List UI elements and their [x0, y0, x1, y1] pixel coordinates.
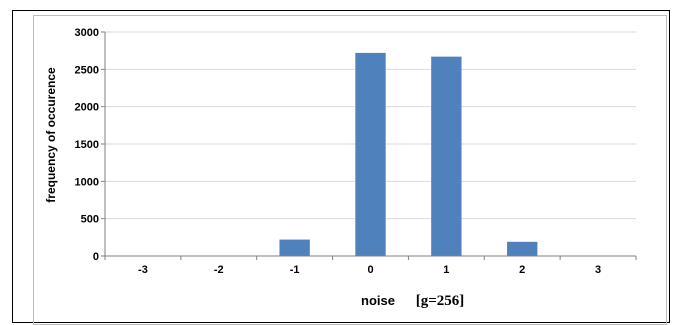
bar-0: [355, 52, 386, 257]
bar--1: [279, 239, 310, 256]
y-tick-label: 2000: [75, 102, 99, 114]
y-tick-label: 1000: [75, 176, 99, 188]
chart-frame: [12, 10, 670, 323]
x-axis-label: noise: [361, 293, 395, 308]
y-tick-label: 0: [93, 251, 99, 263]
x-tick-label: -3: [138, 264, 148, 276]
x-tick-label: 0: [367, 264, 373, 276]
x-tick-label: 3: [595, 264, 601, 276]
y-axis-label: frequency of occurence: [44, 67, 58, 203]
x-tick-label: 2: [519, 264, 525, 276]
x-tick-label: -2: [214, 264, 224, 276]
bar-2: [507, 241, 538, 256]
x-tick-label: -1: [290, 264, 300, 276]
x-tick-label: 1: [443, 264, 449, 276]
y-tick-label: 2500: [75, 64, 99, 76]
x-axis-label-note: [g=256]: [416, 293, 465, 309]
bar-1: [431, 56, 462, 256]
y-tick-label: 500: [81, 214, 99, 226]
y-tick-label: 3000: [75, 27, 99, 39]
y-tick-label: 1500: [75, 139, 99, 151]
